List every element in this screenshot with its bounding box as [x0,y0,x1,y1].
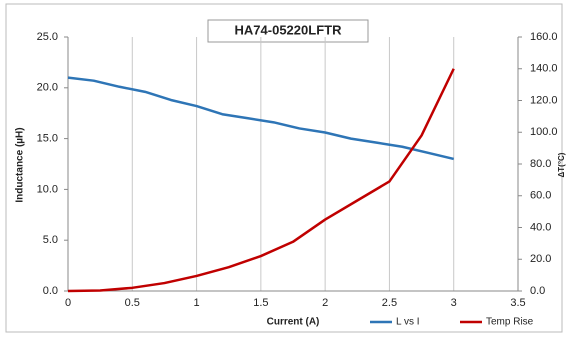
y2-tick-label: 100.0 [530,126,558,138]
y-tick-label: 15.0 [37,133,58,145]
series-line [67,76,455,161]
x-tick-label: 1.5 [253,297,268,309]
y-tick-label: 10.0 [37,183,58,195]
y-tick-label: 5.0 [43,234,58,246]
y2-tick-label: 160.0 [530,31,558,43]
title-box [207,19,369,43]
y-tick-label: 20.0 [37,82,58,94]
x-tick-label: 0.5 [125,297,140,309]
x-tick-label: 2.5 [382,297,397,309]
legend-label: Temp Rise [486,317,534,328]
legend-label: L vs I [396,317,420,328]
y2-axis-label: ΔT(°C) [557,152,566,177]
x-tick-label: 3.5 [510,297,525,309]
x-axis-label: Current (A) [267,317,320,328]
y-axis-label: Inductance (µH) [15,127,26,202]
y2-tick-label: 40.0 [530,221,551,233]
y2-tick-label: 140.0 [530,63,558,75]
y2-tick-label: 80.0 [530,158,551,170]
y2-tick-label: 120.0 [530,94,558,106]
y-tick-label: 0.0 [43,285,58,297]
x-tick-label: 0 [65,297,71,309]
chart-title: HA74-05220LFTR [235,22,343,37]
x-tick-label: 2 [322,297,328,309]
chart-frame [5,3,563,333]
x-tick-label: 1 [194,297,200,309]
series-line [67,68,455,293]
y-tick-label: 25.0 [37,31,58,43]
x-tick-label: 3 [451,297,457,309]
y2-tick-label: 0.0 [530,285,545,297]
y2-tick-label: 60.0 [530,190,551,202]
y2-tick-label: 20.0 [530,253,551,265]
